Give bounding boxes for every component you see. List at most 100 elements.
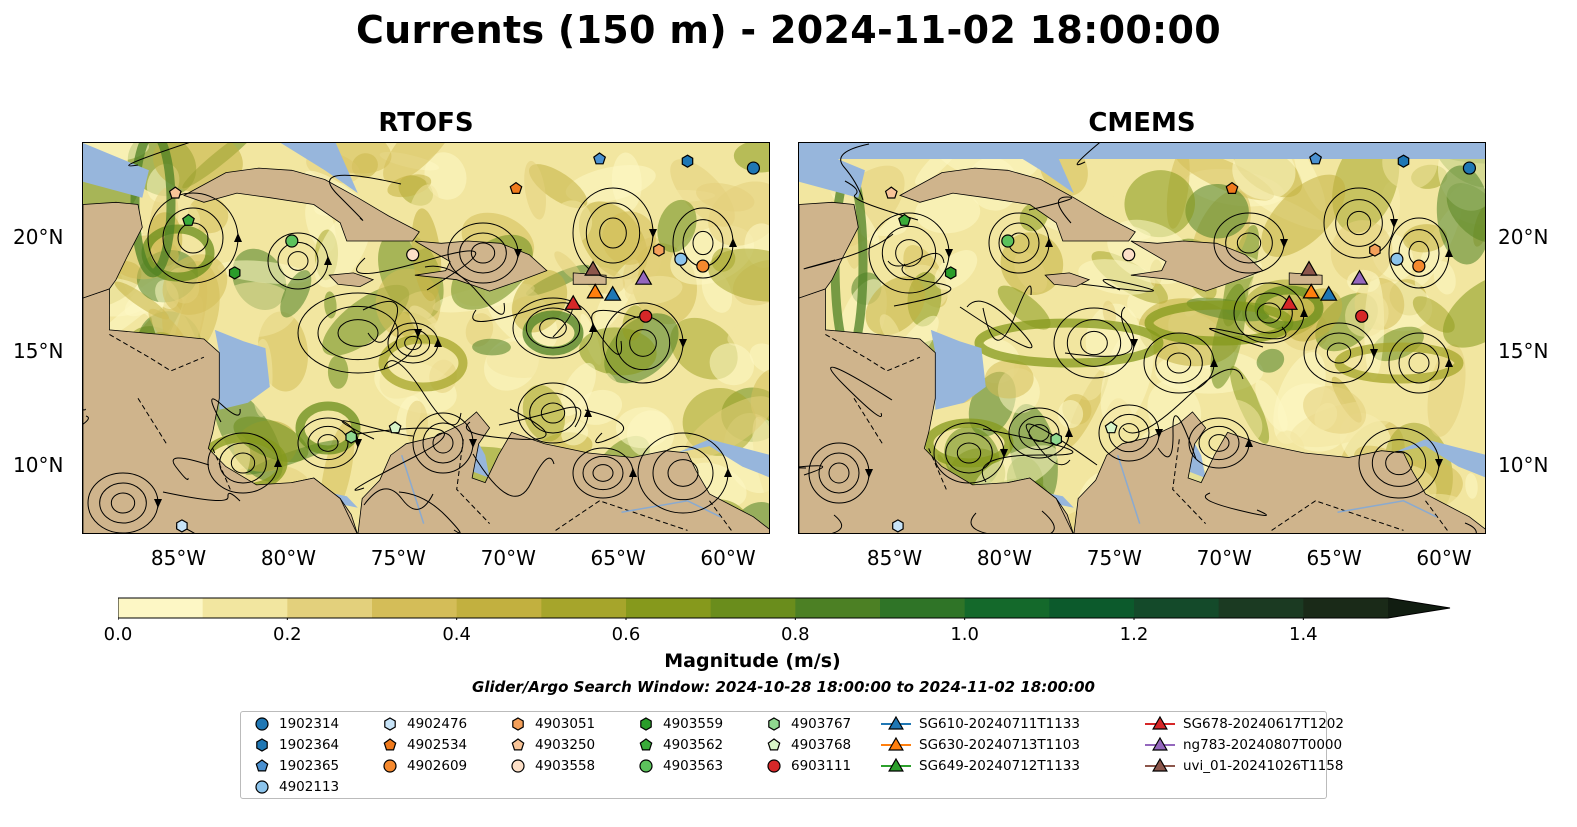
colorbar-segment (710, 598, 796, 618)
marker-4903768 (388, 421, 402, 434)
legend-label: uvi_01-20241026T1158 (1183, 758, 1344, 774)
colorbar-tick-label: 0.6 (611, 624, 641, 645)
marker-1902364 (681, 154, 694, 168)
legend-label: 6903111 (791, 758, 852, 774)
legend-triangle (888, 757, 904, 772)
circle-marker-icon (511, 759, 525, 773)
legend-symbol (384, 717, 396, 731)
legend-item: ng783-20240807T0000 (1145, 735, 1342, 755)
legend-symbol (639, 759, 653, 773)
pentagon-marker-icon (255, 759, 269, 772)
circle-marker-icon (255, 717, 269, 731)
marker-4903559 (944, 266, 957, 280)
legend-label: 4903559 (663, 716, 724, 732)
lon-tick-label: 85°W (866, 546, 923, 570)
circle-marker-icon (639, 759, 653, 773)
panel-title-rtofs: RTOFS (378, 108, 474, 138)
streamlines (83, 143, 737, 533)
search-window-text: Glider/Argo Search Window: 2024-10-28 18… (472, 678, 1095, 696)
legend-label: 1902314 (279, 716, 340, 732)
legend-item: 4902609 (381, 756, 467, 776)
marker-4903767 (345, 430, 357, 444)
marker-1902365 (1309, 152, 1323, 165)
rivers (1116, 454, 1437, 524)
legend-item: 4903051 (509, 714, 595, 734)
glider-ng783-20240807T0000 (634, 269, 653, 285)
colorbar-tick-label: 0.8 (781, 624, 810, 645)
marker-6903111 (1355, 309, 1369, 323)
colorbar-tick-label: 0.2 (273, 624, 302, 645)
colorbar-segment (287, 598, 373, 618)
hexagon-marker-icon (768, 717, 780, 731)
legend-symbol (768, 717, 780, 731)
legend-symbol (383, 738, 397, 751)
legend-symbol (767, 759, 781, 773)
legend-label: 4903051 (535, 716, 596, 732)
land-jamaica (328, 272, 375, 288)
legend-label: SG610-20240711T1133 (919, 716, 1080, 732)
legend-item: SG649-20240712T1133 (881, 756, 1080, 776)
legend-label: 4903558 (535, 758, 596, 774)
country-borders (109, 333, 732, 531)
legend-label: 1902365 (279, 758, 340, 774)
pentagon-marker-icon (639, 738, 653, 751)
triangle-marker-icon (1145, 736, 1175, 751)
lat-tick-label: 15°N (13, 338, 64, 363)
lon-tick-label: 80°W (260, 546, 317, 570)
colorbar-segment (626, 598, 712, 618)
circle-marker-icon (767, 759, 781, 773)
legend-label: 4903250 (535, 737, 596, 753)
lat-tick-label: 10°N (1498, 452, 1549, 477)
lon-tick-label: 65°W (590, 546, 646, 570)
marker-4903558 (1122, 248, 1136, 262)
platform-markers (884, 152, 1477, 533)
legend-label: 4902534 (407, 737, 468, 753)
land-hispaniola (1130, 240, 1264, 292)
colorbar-segment (880, 598, 966, 618)
legend-label: SG649-20240712T1133 (919, 758, 1080, 774)
legend-item: 4903558 (509, 756, 595, 776)
map-panel-rtofs[interactable] (82, 142, 770, 534)
glider-uvi_01-20241026T1158 (1300, 260, 1318, 276)
lon-tick-label: 75°W (370, 546, 426, 570)
lon-tick-label: 65°W (1306, 546, 1362, 570)
marker-4903563 (285, 234, 299, 248)
legend-symbol (255, 780, 269, 794)
legend-symbol (511, 759, 525, 773)
legend-triangle (1152, 736, 1168, 751)
legend-item: 1902365 (253, 756, 339, 776)
legend-item: 1902364 (253, 735, 339, 755)
lon-tick-label: 80°W (976, 546, 1033, 570)
glider-SG678-20240617T1202 (564, 294, 583, 310)
legend-item: 4903562 (637, 735, 723, 755)
marker-6903111 (639, 309, 653, 323)
colorbar-segment (795, 598, 881, 618)
legend-item: SG678-20240617T1202 (1145, 714, 1344, 734)
legend-symbol (639, 738, 653, 751)
marker-4903562 (898, 213, 911, 226)
legend-label: ng783-20240807T0000 (1183, 737, 1343, 753)
colorbar-segment (964, 598, 1050, 618)
marker-4903563 (1001, 234, 1015, 248)
lon-tick-label: 75°W (1086, 546, 1142, 570)
legend-item: 4903559 (637, 714, 723, 734)
legend-item: 4902476 (381, 714, 467, 734)
triangle-marker-icon (1145, 757, 1175, 772)
marker-4903250 (884, 186, 898, 199)
land-jamaica (1044, 272, 1091, 288)
pentagon-marker-icon (511, 738, 525, 751)
map-panel-cmems[interactable] (798, 142, 1486, 534)
colorbar-tick-label: 1.4 (1289, 624, 1318, 645)
legend-triangle (1152, 757, 1168, 772)
marker-1902314 (1462, 161, 1477, 175)
legend-label: 4902476 (407, 716, 468, 732)
lat-tick-label: 15°N (1498, 338, 1549, 363)
figure-title: Currents (150 m) - 2024-11-02 18:00:00 (355, 8, 1222, 52)
lon-tick-label: 60°W (1416, 546, 1472, 570)
lat-tick-label: 10°N (13, 452, 64, 477)
legend: 1902314 1902364 1902365 4902113 4902476 49025… (240, 711, 1344, 799)
marker-4902113 (1390, 252, 1404, 266)
panel-title-cmems: CMEMS (1088, 108, 1196, 138)
circle-marker-icon (255, 780, 269, 794)
pentagon-marker-icon (383, 738, 397, 751)
